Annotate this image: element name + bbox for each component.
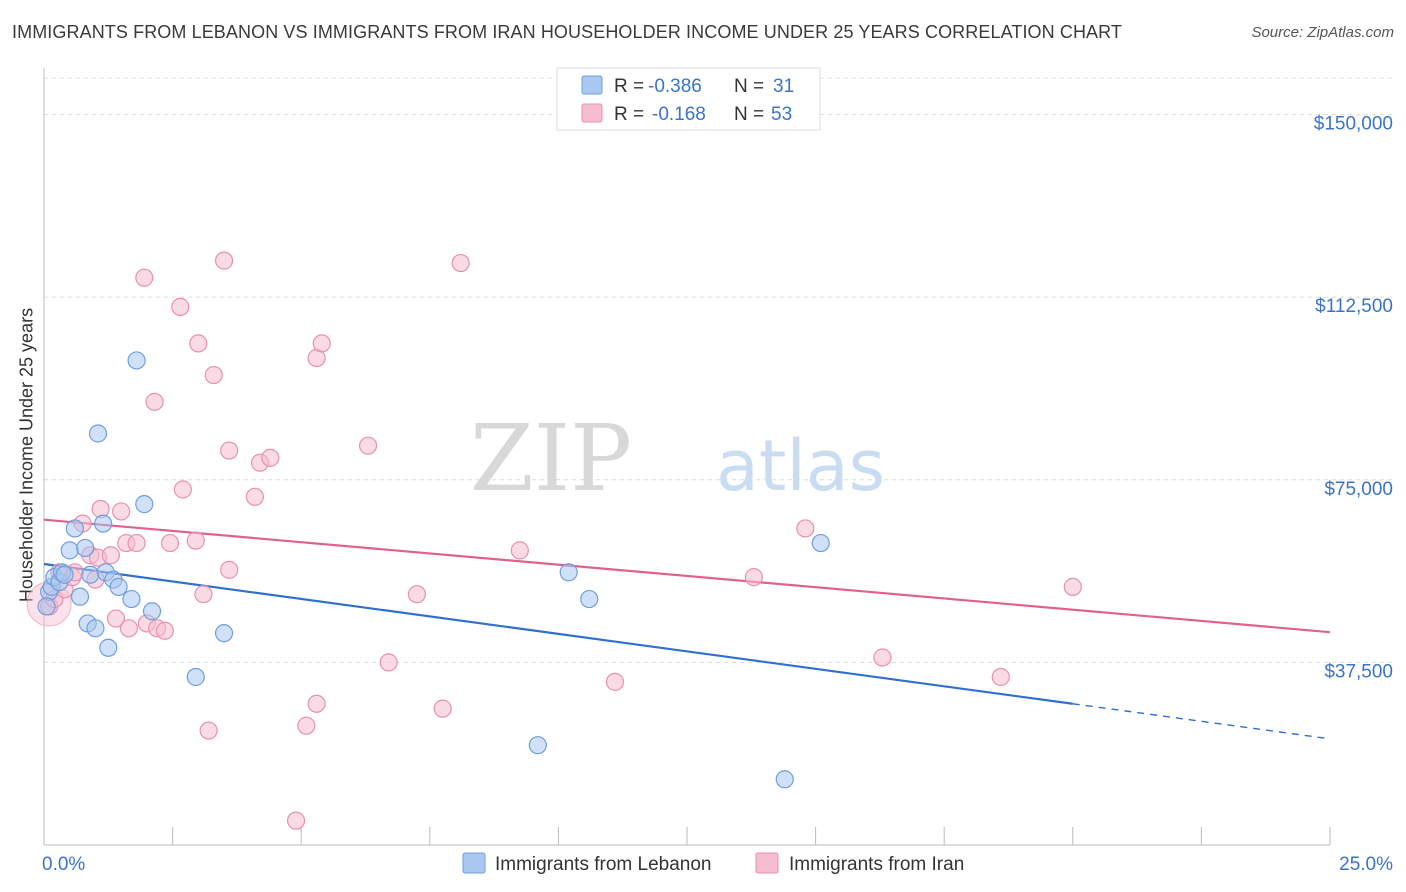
watermark-atlas: atlas xyxy=(716,425,885,507)
point-lebanon xyxy=(88,424,108,443)
point-iran xyxy=(101,546,120,565)
stats-n-label-iran: N = xyxy=(734,104,764,125)
point-lebanon xyxy=(775,770,794,789)
legend-swatch-iran xyxy=(755,852,779,874)
axes xyxy=(43,68,1331,846)
point-iran xyxy=(605,672,625,691)
point-lebanon xyxy=(70,587,90,606)
trend-line-iran xyxy=(43,518,1331,634)
point-lebanon xyxy=(55,565,74,584)
point-lebanon xyxy=(86,619,105,638)
point-lebanon xyxy=(65,519,84,538)
y-tick-label: $75,000 xyxy=(1324,479,1393,500)
point-lebanon xyxy=(142,602,162,621)
point-lebanon xyxy=(214,624,234,643)
x-tick-label-min: 0.0% xyxy=(42,854,85,875)
point-iran xyxy=(155,621,174,640)
point-lebanon xyxy=(109,577,128,596)
point-lebanon xyxy=(81,565,100,584)
point-iran xyxy=(189,334,208,353)
point-lebanon xyxy=(127,351,146,370)
legend-label-iran: Immigrants from Iran xyxy=(789,854,964,875)
point-lebanon xyxy=(559,563,578,582)
point-iran xyxy=(1063,577,1082,596)
stats-r-value-iran: -0.168 xyxy=(652,104,706,125)
point-iran xyxy=(171,297,190,316)
point-iran xyxy=(991,667,1010,687)
point-iran xyxy=(796,519,815,538)
point-iran xyxy=(145,392,164,411)
y-tick-label: $150,000 xyxy=(1314,114,1393,135)
watermark: ZIP atlas xyxy=(470,405,885,512)
point-iran xyxy=(220,441,239,460)
point-lebanon xyxy=(37,597,56,616)
point-iran xyxy=(160,533,180,553)
point-iran xyxy=(119,619,138,638)
x-tick-label-max: 25.0% xyxy=(1339,854,1393,875)
stats-r-label-lebanon: R = xyxy=(614,76,644,97)
point-lebanon xyxy=(528,736,547,755)
stats-swatch-iran xyxy=(581,103,603,123)
stats-legend: R = -0.386 N = 31 R = -0.168 N = 53 xyxy=(556,67,821,131)
data-points xyxy=(26,251,1082,830)
point-iran xyxy=(307,694,326,713)
point-iran xyxy=(220,560,239,579)
series-legend: Immigrants from Lebanon Immigrants from … xyxy=(462,852,964,875)
stats-n-label-lebanon: N = xyxy=(734,76,764,97)
point-iran xyxy=(451,253,470,273)
point-iran xyxy=(245,487,265,506)
point-iran xyxy=(261,448,280,467)
point-iran xyxy=(744,568,763,587)
point-iran xyxy=(127,533,146,553)
grid-lines xyxy=(44,77,1395,663)
y-tick-label: $112,500 xyxy=(1315,296,1393,317)
point-iran xyxy=(379,653,398,672)
point-iran xyxy=(407,585,427,604)
point-iran xyxy=(135,268,154,287)
tick-labels: $37,500 $75,000 $112,500 $150,000 0.0% 25.0% xyxy=(42,114,1393,875)
stats-r-value-lebanon: -0.386 xyxy=(648,76,702,97)
point-iran xyxy=(214,251,234,270)
point-lebanon xyxy=(186,667,205,687)
point-lebanon xyxy=(135,495,154,514)
point-iran xyxy=(286,811,306,830)
chart-title: IMMIGRANTS FROM LEBANON VS IMMIGRANTS FR… xyxy=(12,22,1123,42)
trend-line-lebanon-extrapolated xyxy=(1072,703,1331,740)
point-lebanon xyxy=(94,514,113,533)
stats-r-label-iran: R = xyxy=(614,104,644,125)
point-lebanon xyxy=(122,589,141,609)
point-iran xyxy=(358,436,378,455)
point-lebanon xyxy=(811,533,830,553)
source-label: Source: ZipAtlas.com xyxy=(1251,24,1394,41)
watermark-zip: ZIP xyxy=(470,405,632,512)
point-iran xyxy=(204,365,223,385)
point-iran xyxy=(873,648,892,667)
point-iran xyxy=(106,609,126,628)
point-iran xyxy=(112,502,131,521)
point-iran xyxy=(312,334,331,353)
point-iran xyxy=(186,531,205,550)
point-iran xyxy=(199,721,218,740)
stats-n-value-iran: 53 xyxy=(771,104,792,125)
point-lebanon xyxy=(76,538,95,558)
legend-label-lebanon: Immigrants from Lebanon xyxy=(495,854,712,875)
y-tick-label: $37,500 xyxy=(1324,661,1393,682)
point-lebanon xyxy=(99,638,118,657)
point-iran xyxy=(433,699,452,718)
trend-line-lebanon xyxy=(43,562,1073,705)
point-iran xyxy=(297,716,316,735)
legend-swatch-lebanon xyxy=(462,852,486,874)
stats-swatch-lebanon xyxy=(581,75,603,95)
point-iran xyxy=(194,585,213,604)
trend-lines xyxy=(43,518,1331,740)
point-lebanon xyxy=(60,541,79,560)
point-lebanon xyxy=(580,589,599,609)
point-iran xyxy=(510,541,529,560)
stats-n-value-lebanon: 31 xyxy=(773,76,794,97)
point-iran xyxy=(173,480,192,499)
